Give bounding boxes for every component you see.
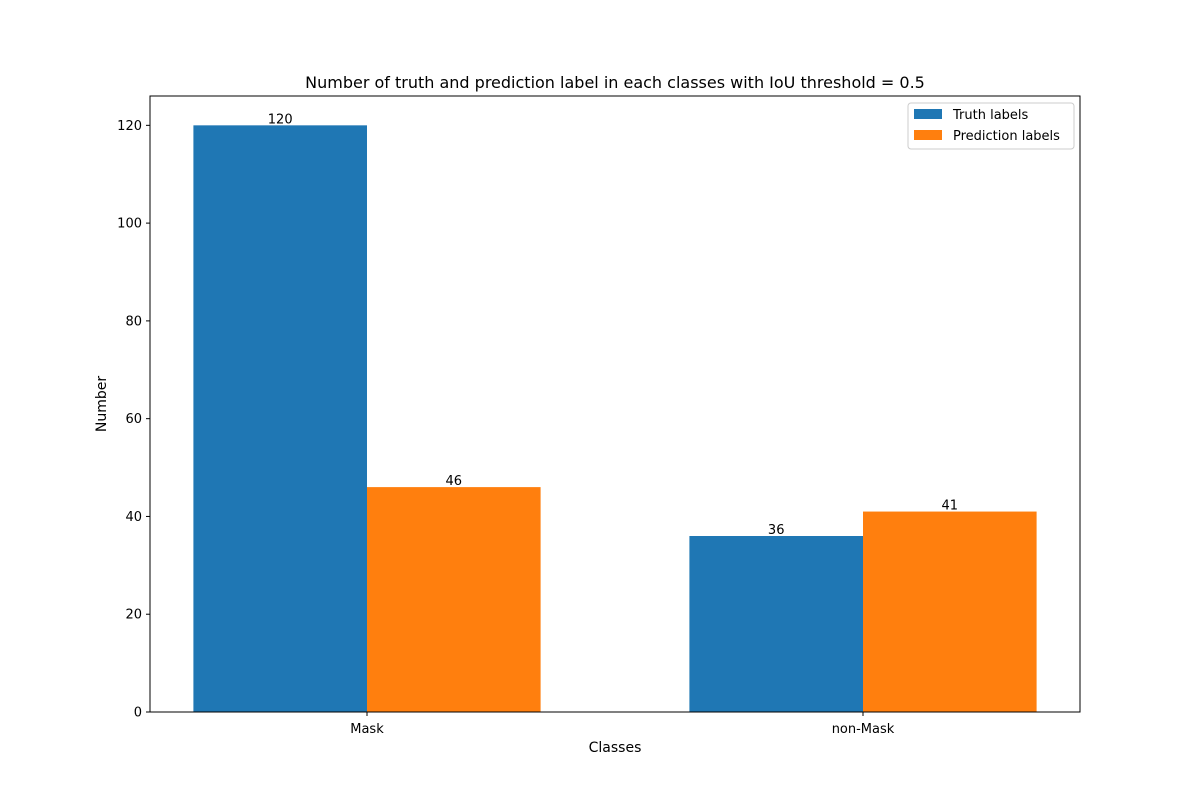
legend-swatch-prediction: [914, 130, 942, 140]
y-tick-label: 60: [125, 412, 142, 427]
y-tick-label: 120: [117, 119, 142, 134]
x-axis-label: Classes: [589, 740, 642, 756]
bar-prediction-mask: [367, 487, 541, 712]
y-axis: 0 20 40 60 80 100 120: [117, 119, 150, 721]
bars-layer: [193, 125, 1037, 713]
bar-value-label: 46: [446, 474, 463, 489]
bar-labels-layer: 120 36 46 41: [268, 112, 958, 538]
y-tick-label: 80: [125, 314, 142, 329]
bar-truth-non-mask: [689, 536, 863, 712]
bar-truth-mask: [193, 125, 367, 713]
legend-label-prediction: Prediction labels: [953, 129, 1060, 144]
x-tick-label: non-Mask: [832, 722, 895, 737]
y-tick-label: 0: [134, 706, 142, 721]
bar-prediction-non-mask: [863, 511, 1037, 712]
legend-swatch-truth: [914, 109, 942, 119]
legend: Truth labels Prediction labels: [907, 102, 1075, 150]
legend-box: [907, 102, 1075, 150]
bar-value-label: 36: [768, 523, 785, 538]
y-tick-label: 20: [125, 608, 142, 623]
bar-value-label: 120: [268, 112, 293, 127]
y-tick-label: 40: [125, 510, 142, 525]
legend-label-truth: Truth labels: [952, 108, 1029, 123]
y-axis-label: Number: [94, 376, 110, 432]
x-axis: Mask non-Mask: [350, 712, 895, 737]
plot-frame: [149, 95, 1081, 713]
bar-value-label: 41: [942, 499, 959, 514]
chart-title: Number of truth and prediction label in …: [305, 73, 925, 92]
x-tick-label: Mask: [350, 722, 384, 737]
y-tick-label: 100: [117, 217, 142, 232]
